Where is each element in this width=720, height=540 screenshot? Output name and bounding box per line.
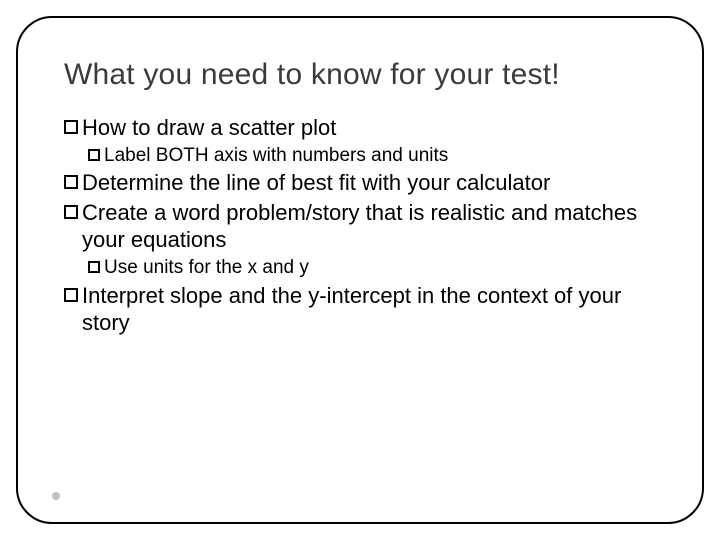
slide-title: What you need to know for your test! <box>64 58 656 92</box>
list-item: Create a word problem/story that is real… <box>64 199 656 254</box>
bullet-text: Create a word problem/story that is real… <box>82 199 656 254</box>
square-bullet-icon <box>88 261 100 273</box>
square-bullet-icon <box>64 288 78 302</box>
slide-frame: What you need to know for your test! How… <box>16 16 704 524</box>
page-indicator-dot <box>52 492 60 500</box>
bullet-text: Determine the line of best fit with your… <box>82 169 550 197</box>
list-item: Interpret slope and the y-intercept in t… <box>64 282 656 337</box>
list-item: How to draw a scatter plot <box>64 114 656 142</box>
square-bullet-icon <box>64 120 78 134</box>
bullet-text: How to draw a scatter plot <box>82 114 336 142</box>
bullet-text: Interpret slope and the y-intercept in t… <box>82 282 656 337</box>
square-bullet-icon <box>64 205 78 219</box>
list-item: Label BOTH axis with numbers and units <box>88 144 656 168</box>
bullet-text: Label BOTH axis with numbers and units <box>104 144 448 168</box>
square-bullet-icon <box>64 175 78 189</box>
list-item: Use units for the x and y <box>88 256 656 280</box>
bullet-text: Use units for the x and y <box>104 256 309 280</box>
list-item: Determine the line of best fit with your… <box>64 169 656 197</box>
square-bullet-icon <box>88 149 100 161</box>
bullet-list: How to draw a scatter plot Label BOTH ax… <box>64 114 656 337</box>
